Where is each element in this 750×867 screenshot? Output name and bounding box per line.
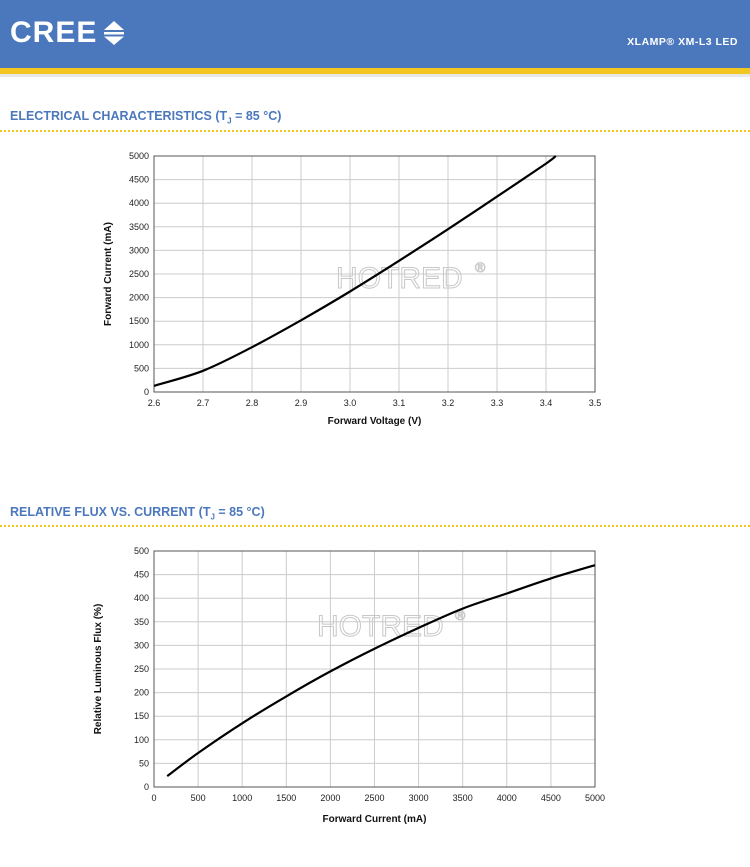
y-tick-label: 400: [134, 593, 149, 603]
watermark-registered-mark: ®: [475, 259, 486, 275]
y-tick-label: 500: [134, 546, 149, 556]
series-line: [166, 564, 596, 777]
x-tick-label: 3.5: [589, 398, 602, 408]
section-divider: [0, 130, 750, 132]
x-tick-label: 2.9: [295, 398, 308, 408]
y-tick-label: 200: [134, 688, 149, 698]
header-shadow: [0, 74, 750, 77]
section-title-condition: = 85 °C): [214, 505, 265, 519]
y-tick-label: 1000: [129, 340, 149, 350]
x-tick-label: 3.3: [491, 398, 504, 408]
section-title-electrical: ELECTRICAL CHARACTERISTICS (TJ = 85 °C): [10, 109, 281, 126]
plot-frame: [153, 155, 596, 393]
y-tick-label: 0: [144, 782, 149, 792]
y-tick-label: 4000: [129, 198, 149, 208]
y-tick-label: 500: [134, 363, 149, 373]
y-tick-label: 4500: [129, 175, 149, 185]
x-tick-label: 2.8: [246, 398, 259, 408]
x-tick-label: 5000: [585, 793, 605, 803]
y-tick-label: 300: [134, 640, 149, 650]
section-title-text: ELECTRICAL CHARACTERISTICS (T: [10, 109, 228, 123]
x-tick-label: 3.2: [442, 398, 455, 408]
y-tick-label: 450: [134, 570, 149, 580]
y-tick-label: 0: [144, 387, 149, 397]
x-axis-label: Forward Voltage (V): [328, 416, 422, 427]
watermark-text: HOTRED: [336, 262, 463, 295]
x-tick-label: 3.0: [344, 398, 357, 408]
x-tick-label: 3.1: [393, 398, 406, 408]
section-title-subscript: J: [227, 116, 232, 126]
x-tick-label: 4500: [541, 793, 561, 803]
cree-logo: CREE: [10, 14, 125, 52]
electrical-characteristics-chart: 2.6 2.7 2.8 2.9 3.0 3.1 3.2 3.3 3.4 3.5 0 500 1000 15…: [103, 151, 602, 427]
section-title-subscript: J: [210, 512, 215, 522]
y-tick-label: 3500: [129, 222, 149, 232]
product-name: XLAMP® XM-L3 LED: [627, 36, 738, 48]
cree-logo-icon: [104, 21, 125, 45]
y-tick-label: 3000: [129, 245, 149, 255]
y-tick-label: 2000: [129, 293, 149, 303]
x-tick-label: 2500: [364, 793, 384, 803]
plot-frame: [153, 550, 596, 788]
x-tick-label: 3.4: [540, 398, 553, 408]
y-tick-label: 1500: [129, 316, 149, 326]
x-axis-label: Forward Current (mA): [323, 814, 427, 825]
y-tick-label: 5000: [129, 151, 149, 161]
header-bar: CREE XLAMP® XM-L3 LED: [0, 0, 750, 68]
x-tick-label: 1500: [276, 793, 296, 803]
y-tick-label: 350: [134, 617, 149, 627]
section-title-flux: RELATIVE FLUX VS. CURRENT (TJ = 85 °C): [10, 505, 265, 522]
x-tick-label: 500: [191, 793, 206, 803]
y-axis-label: Relative Luminous Flux (%): [93, 604, 104, 735]
x-tick-label: 0: [151, 793, 156, 803]
y-tick-label: 150: [134, 711, 149, 721]
x-tick-label: 2.6: [148, 398, 161, 408]
watermark-text: HOTRED: [317, 610, 444, 643]
series-line: [153, 155, 557, 387]
x-tick-label: 3000: [409, 793, 429, 803]
section-divider: [0, 525, 750, 527]
logo-text: CREE: [10, 16, 98, 49]
header-accent-stripe: [0, 68, 750, 74]
y-tick-label: 2500: [129, 269, 149, 279]
y-tick-label: 100: [134, 735, 149, 745]
section-title-text: RELATIVE FLUX VS. CURRENT (T: [10, 505, 211, 519]
y-tick-label: 250: [134, 664, 149, 674]
x-tick-label: 2.7: [197, 398, 210, 408]
x-tick-label: 1000: [232, 793, 252, 803]
y-tick-label: 50: [139, 758, 149, 768]
x-tick-label: 4000: [497, 793, 517, 803]
x-tick-label: 2000: [320, 793, 340, 803]
x-tick-label: 3500: [453, 793, 473, 803]
y-axis-label: Forward Current (mA): [103, 222, 114, 326]
section-title-condition: = 85 °C): [231, 109, 282, 123]
watermark-registered-mark: ®: [455, 607, 466, 623]
